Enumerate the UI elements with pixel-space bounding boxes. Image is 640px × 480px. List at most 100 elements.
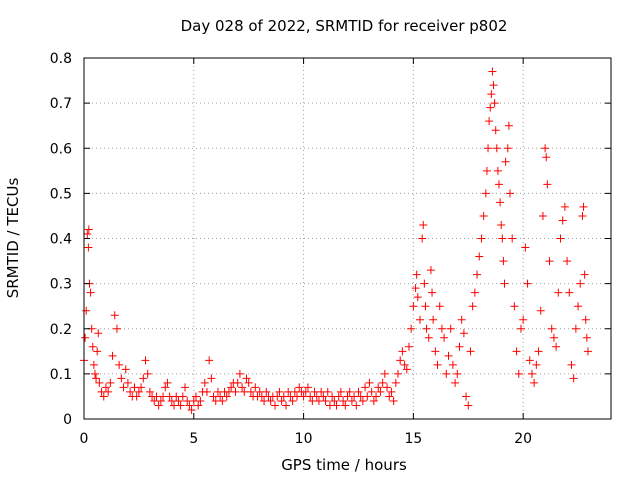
data-point — [407, 324, 416, 333]
data-point — [83, 229, 92, 238]
data-point — [101, 383, 110, 392]
data-point — [354, 387, 363, 396]
data-point — [464, 401, 473, 410]
data-point — [491, 126, 500, 135]
data-point — [361, 383, 370, 392]
data-point — [412, 270, 421, 279]
data-point — [475, 252, 484, 261]
axis-ticks: 0 5 10 15 20 0 0.1 0.2 0.3 0.4 0.5 0.6 0.7 0.8 — [50, 51, 611, 447]
data-point — [110, 311, 119, 320]
data-point — [489, 81, 498, 90]
data-point — [496, 198, 505, 207]
data-point — [497, 220, 506, 229]
data-point — [205, 356, 214, 365]
data-point — [323, 387, 332, 396]
data-point — [468, 302, 477, 311]
data-point — [534, 347, 543, 356]
data-point — [174, 396, 183, 405]
data-point — [389, 396, 398, 405]
data-point — [428, 288, 437, 297]
data-point — [398, 347, 407, 356]
data-point — [470, 288, 479, 297]
data-point — [288, 396, 297, 405]
data-point — [117, 374, 126, 383]
y-tick-label: 0.5 — [50, 186, 72, 202]
data-point — [330, 396, 339, 405]
data-point — [227, 383, 236, 392]
data-point — [376, 387, 385, 396]
data-point — [334, 392, 343, 401]
data-point — [574, 302, 583, 311]
data-point — [488, 67, 497, 76]
data-point — [576, 279, 585, 288]
data-point — [185, 401, 194, 410]
x-axis-label: GPS time / hours — [281, 456, 407, 474]
data-point — [493, 166, 502, 175]
data-point — [519, 315, 528, 324]
data-point — [420, 279, 429, 288]
data-point — [238, 383, 247, 392]
data-point — [145, 387, 154, 396]
data-point — [181, 383, 190, 392]
data-point — [569, 374, 578, 383]
data-point — [579, 202, 588, 211]
data-point — [442, 369, 451, 378]
data-point — [514, 369, 523, 378]
data-point — [104, 387, 113, 396]
data-point — [415, 315, 424, 324]
data-point — [251, 383, 260, 392]
data-point — [485, 117, 494, 126]
data-point — [321, 396, 330, 405]
y-tick-label: 0.3 — [50, 277, 72, 293]
y-tick-label: 0.1 — [50, 367, 72, 383]
data-point — [421, 302, 430, 311]
data-point — [567, 360, 576, 369]
data-point — [244, 378, 253, 387]
data-point — [94, 329, 103, 338]
data-point — [394, 369, 403, 378]
data-point — [396, 356, 405, 365]
data-point — [134, 387, 143, 396]
data-point — [552, 342, 561, 351]
data-point — [194, 401, 203, 410]
data-point — [275, 387, 284, 396]
data-point — [435, 302, 444, 311]
data-point — [84, 243, 93, 252]
data-point — [81, 333, 90, 342]
data-point — [484, 144, 493, 153]
data-point — [466, 347, 475, 356]
data-point — [482, 166, 491, 175]
data-point — [543, 180, 552, 189]
data-point — [565, 288, 574, 297]
data-point — [82, 306, 91, 315]
data-point — [521, 243, 530, 252]
data-point — [303, 383, 312, 392]
data-point — [143, 369, 152, 378]
data-point — [108, 351, 117, 360]
data-point — [563, 257, 572, 266]
data-point — [440, 333, 449, 342]
data-point — [560, 202, 569, 211]
data-point — [583, 347, 592, 356]
data-point — [112, 324, 121, 333]
data-point — [431, 347, 440, 356]
data-point — [498, 234, 507, 243]
data-point — [582, 333, 591, 342]
data-point — [510, 302, 519, 311]
data-point — [88, 342, 97, 351]
data-point — [495, 180, 504, 189]
data-point — [404, 342, 413, 351]
data-point — [374, 383, 383, 392]
data-point — [402, 365, 411, 374]
data-point — [532, 360, 541, 369]
data-point — [141, 356, 150, 365]
data-point — [391, 378, 400, 387]
data-point — [99, 392, 108, 401]
data-point — [121, 365, 130, 374]
data-point — [176, 401, 185, 410]
data-point — [282, 401, 291, 410]
data-point — [154, 401, 163, 410]
data-point — [424, 333, 433, 342]
grid-lines — [84, 58, 611, 419]
data-point — [115, 360, 124, 369]
